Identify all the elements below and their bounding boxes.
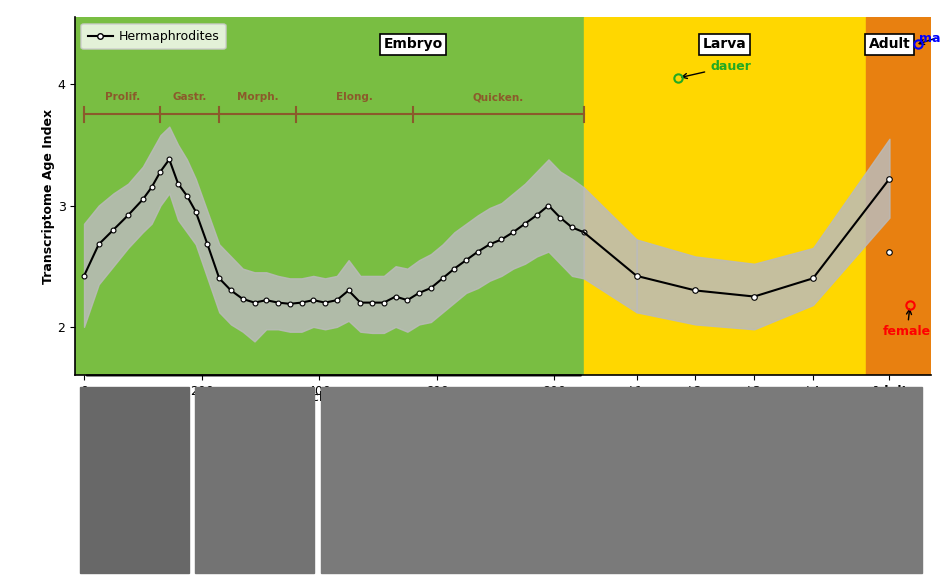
Text: Larva: Larva bbox=[703, 37, 746, 51]
Bar bbox=[80, 387, 189, 572]
Bar bbox=[75, 17, 584, 375]
Text: Morph.: Morph. bbox=[237, 92, 278, 102]
Bar bbox=[866, 17, 931, 375]
Text: Elong.: Elong. bbox=[336, 92, 373, 102]
Bar bbox=[321, 387, 921, 572]
Text: Gastr.: Gastr. bbox=[173, 92, 207, 102]
Bar bbox=[196, 387, 314, 572]
Text: male: male bbox=[918, 32, 940, 45]
Text: dauer: dauer bbox=[682, 60, 751, 78]
Text: Adult: Adult bbox=[869, 37, 910, 51]
Text: Quicken.: Quicken. bbox=[473, 92, 525, 102]
Text: Prolif.: Prolif. bbox=[104, 92, 140, 102]
Legend: Hermaphrodites: Hermaphrodites bbox=[82, 24, 226, 49]
Text: min post first cleavage (mpfc): min post first cleavage (mpfc) bbox=[225, 391, 414, 404]
Bar bbox=[584, 17, 866, 375]
Text: female: female bbox=[883, 309, 932, 338]
Y-axis label: Transcriptome Age Index: Transcriptome Age Index bbox=[41, 109, 55, 284]
Text: Embryo: Embryo bbox=[384, 37, 443, 51]
